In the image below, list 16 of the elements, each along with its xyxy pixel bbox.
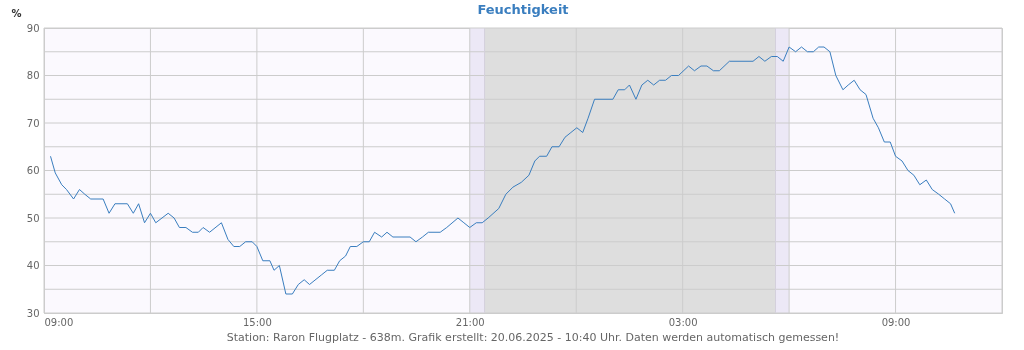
chart-title: Feuchtigkeit — [477, 2, 569, 17]
x-tick-label: 03:00 — [668, 316, 698, 328]
x-tick-label: 09:00 — [44, 316, 74, 328]
line-series — [50, 46, 956, 295]
y-axis-title: % — [11, 7, 22, 19]
text: Station: Raron Flugplatz - 638m. Grafik erstellt: 20.06.2025 - 10:40 Uhr. Daten werden automatisch gemessen! — [226, 331, 840, 344]
x-tick-label: 21:00 — [455, 316, 485, 328]
x-tick-label: 15:00 — [242, 316, 272, 328]
y-tick-label: 30 — [26, 307, 40, 319]
y-tick-label: 60 — [26, 165, 40, 176]
y-tick-label: 50 — [26, 212, 40, 224]
y-tick-label: 90 — [26, 22, 40, 34]
y-tick-label: 70 — [26, 117, 40, 129]
x-tick-label: 09:00 — [881, 316, 911, 328]
y-tick-label: 40 — [26, 260, 40, 271]
y-tick-label: 80 — [26, 70, 40, 81]
